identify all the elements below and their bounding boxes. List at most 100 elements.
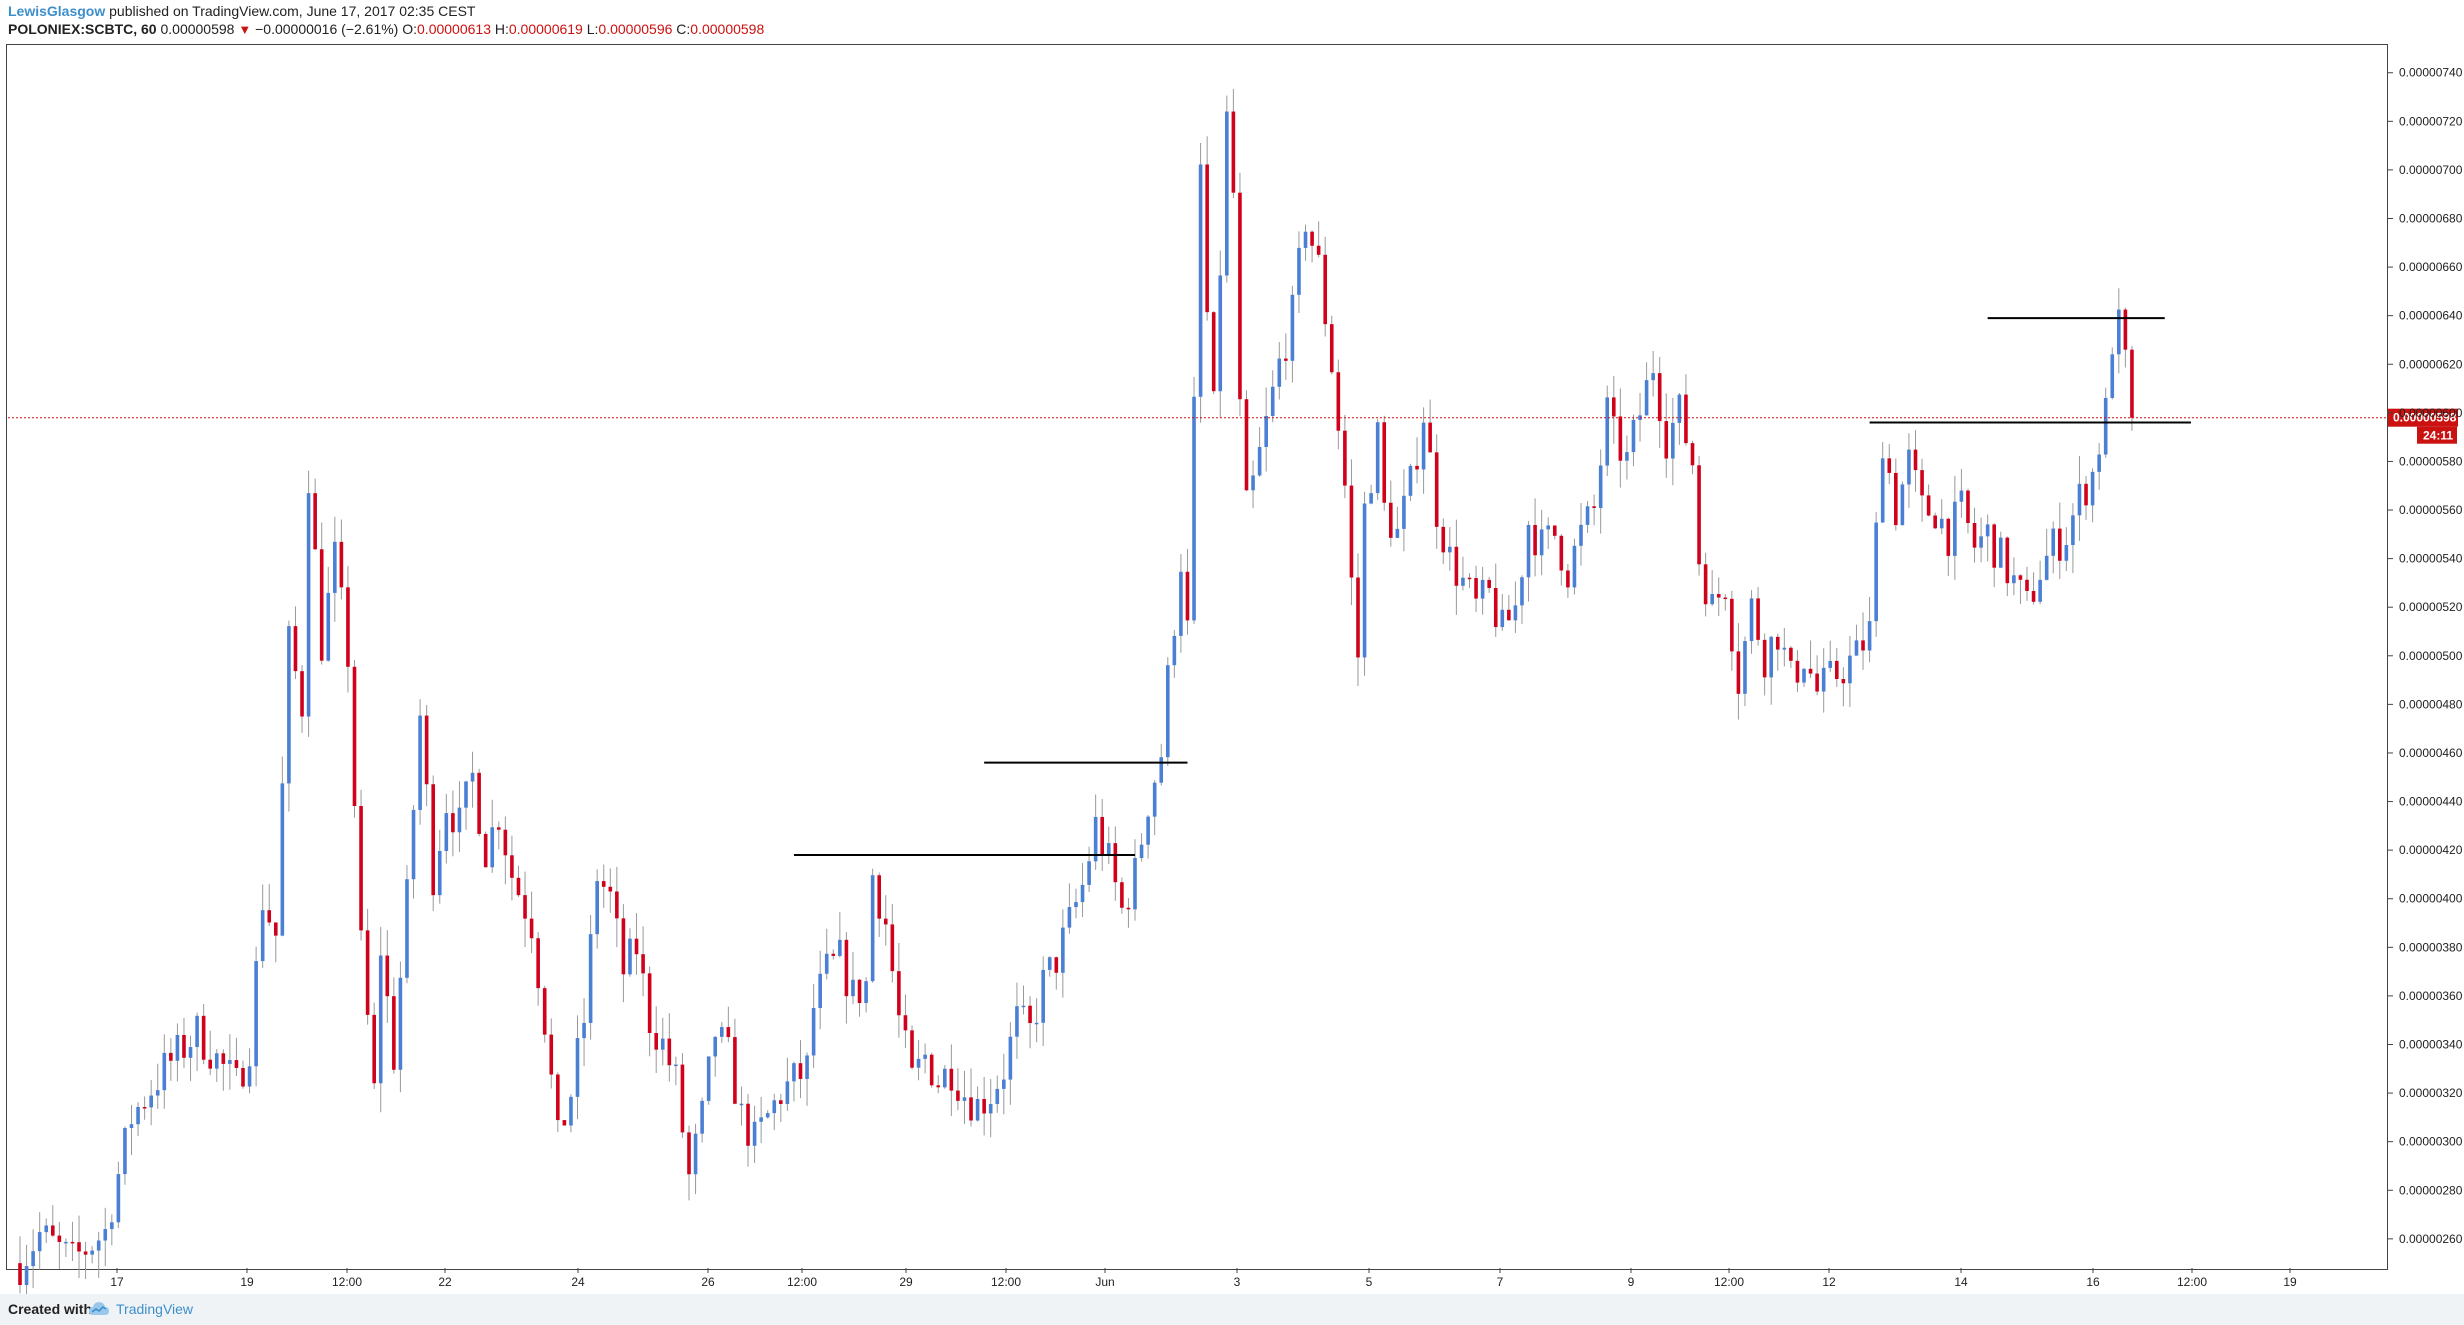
candle-body: [1520, 577, 1524, 606]
high-value: 0.00000619: [508, 21, 583, 37]
chart-frame[interactable]: [6, 44, 2388, 1270]
candle-body: [1375, 422, 1380, 494]
publish-line: LewisGlasgow published on TradingView.co…: [8, 3, 475, 19]
candle-body: [569, 1096, 573, 1126]
candle-body: [208, 1059, 213, 1069]
candle-body: [1966, 490, 1970, 524]
candle-body: [201, 1015, 206, 1060]
candle-body: [129, 1124, 134, 1129]
candle-body: [1428, 422, 1432, 453]
y-tick-label: 0.00000720: [2399, 114, 2463, 128]
symbol-label[interactable]: POLONIEX:SCBTC, 60: [8, 21, 157, 37]
candle-body: [1087, 861, 1091, 885]
candle-body: [411, 809, 416, 880]
candle-body: [805, 1055, 809, 1079]
candle-body: [1264, 415, 1268, 447]
candle-body: [549, 1034, 554, 1075]
candle-body: [1454, 546, 1459, 586]
candle-body: [1388, 502, 1393, 538]
candle-body: [831, 953, 836, 956]
candle-body: [142, 1107, 147, 1109]
x-tick-label: 7: [1497, 1275, 1504, 1289]
candle-body: [1730, 598, 1734, 652]
candle-body: [660, 1038, 665, 1050]
candle-body: [1716, 594, 1721, 598]
candle-body: [877, 875, 882, 919]
x-tick-label: 12:00: [1714, 1275, 1744, 1289]
candle-body: [1684, 394, 1688, 444]
candle-body: [1008, 1036, 1013, 1080]
candle-body: [483, 833, 488, 868]
x-tick-label: 12: [1822, 1275, 1836, 1289]
candle-body: [746, 1103, 750, 1146]
candle-body: [319, 549, 324, 661]
price-label: 0.00000598: [2393, 411, 2457, 425]
candle-body: [1815, 673, 1819, 692]
candle-body: [1165, 665, 1170, 758]
tradingview-cloud-icon[interactable]: [88, 1300, 110, 1318]
candle-body: [1152, 782, 1157, 817]
candle-body: [64, 1241, 68, 1244]
candle-body: [1047, 957, 1052, 970]
candle-body: [405, 879, 409, 978]
candle-body: [1559, 535, 1564, 571]
candle-body: [1841, 679, 1846, 684]
candle-body: [1179, 571, 1183, 636]
author-link[interactable]: LewisGlasgow: [8, 3, 106, 19]
candle-body: [2123, 309, 2128, 350]
x-tick-label: 17: [110, 1275, 124, 1289]
candle-body: [83, 1251, 88, 1255]
y-tick-label: 0.00000280: [2399, 1183, 2463, 1197]
candle-body: [2038, 579, 2042, 602]
candle-body: [1480, 579, 1485, 599]
candle-body: [680, 1064, 685, 1133]
candle-body: [942, 1068, 947, 1088]
candle-body: [1933, 515, 1937, 529]
candle-body: [1349, 485, 1354, 578]
candles-layer: [18, 88, 2134, 1301]
candle-body: [687, 1132, 691, 1175]
candle-body: [300, 671, 304, 717]
candle-body: [647, 973, 652, 1034]
candle-body: [1605, 397, 1610, 466]
candle-body: [1913, 449, 1918, 471]
x-tick-label: 12:00: [787, 1275, 817, 1289]
candle-body: [280, 783, 285, 936]
candle-body: [1756, 598, 1760, 640]
candle-body: [31, 1251, 35, 1267]
y-axis: 0.00000740 0.00000720 0.00000700 0.00000680…: [2387, 66, 2463, 1246]
candle-body: [667, 1038, 672, 1066]
footer-bar: Created with TradingView: [0, 1294, 2464, 1325]
candle-body: [772, 1100, 777, 1114]
candle-body: [2071, 515, 2075, 546]
candle-body: [595, 881, 599, 935]
candle-body: [1979, 536, 1983, 548]
high-label: H:: [494, 21, 509, 37]
candle-body: [523, 895, 527, 919]
y-tick-label: 0.00000700: [2399, 163, 2463, 177]
candle-body: [1421, 422, 1426, 470]
candle-body: [1336, 372, 1341, 431]
candle-body: [2077, 483, 2082, 516]
tradingview-brand[interactable]: TradingView: [116, 1301, 194, 1317]
x-tick-label: Jun: [1095, 1275, 1114, 1289]
y-tick-label: 0.00000460: [2399, 746, 2463, 760]
candle-body: [44, 1225, 49, 1233]
candle-body: [1894, 472, 1898, 526]
candle-body: [136, 1107, 140, 1125]
x-tick-label: 16: [2086, 1275, 2100, 1289]
candle-body: [857, 979, 862, 1004]
y-tick-label: 0.00000440: [2399, 795, 2463, 809]
candle-body: [1198, 164, 1203, 397]
countdown-label: 24:11: [2423, 429, 2453, 443]
candle-body: [1664, 421, 1669, 459]
candle-body: [1697, 465, 1701, 565]
candle-body: [326, 592, 331, 661]
candle-body: [503, 829, 508, 856]
low-label: L:: [586, 21, 599, 37]
candle-body: [1585, 506, 1590, 525]
candle-body: [1657, 373, 1662, 422]
y-tick-label: 0.00000500: [2399, 649, 2463, 663]
candle-body: [1277, 358, 1282, 387]
